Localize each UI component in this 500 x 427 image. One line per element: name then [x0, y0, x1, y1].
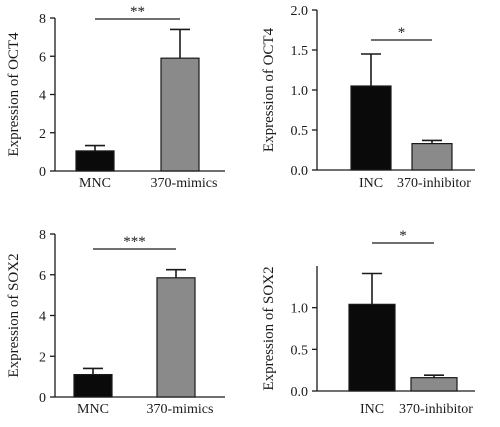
chart-panel-2: 0.0 0.5 1.0 1.5 2.0 Expression of OCT4 INC 370-… — [261, 4, 475, 191]
y-tick-label: 0.0 — [291, 164, 309, 179]
y-tick-label: 1.5 — [291, 44, 309, 59]
chart-panel-4: 0.0 0.5 1.0 Expression of SOX2 INC 370-inhibi… — [261, 228, 475, 417]
bar-inc — [348, 303, 396, 392]
category-label: MNC — [79, 176, 111, 191]
bar-370-inhibitor — [411, 143, 453, 171]
category-label: 370-mimics — [147, 402, 214, 417]
category-label: INC — [359, 176, 383, 191]
y-tick-label: 2 — [39, 127, 46, 142]
y-tick-label: 0.5 — [291, 124, 309, 139]
y-tick-label: 8 — [39, 228, 46, 243]
bar-mnc — [73, 373, 113, 398]
bar-370-mimics — [156, 277, 196, 398]
category-label: 370-mimics — [151, 176, 218, 191]
y-tick-label: 6 — [39, 50, 46, 65]
chart-panel-1: 0 2 4 6 8 Expression of OCT4 MNC 370-mimics ** — [6, 4, 225, 191]
y-axis-title: Expression of SOX2 — [6, 253, 22, 377]
category-label: INC — [360, 402, 384, 417]
y-tick-label: 4 — [39, 310, 46, 325]
y-axis-title: Expression of SOX2 — [261, 266, 277, 390]
y-tick-label: 2.0 — [291, 4, 309, 19]
y-tick-label: 0 — [39, 391, 46, 406]
category-label: MNC — [77, 402, 109, 417]
significance-marker: *** — [123, 234, 146, 250]
significance-marker: * — [399, 228, 407, 244]
bar-inc — [350, 85, 392, 171]
significance-marker: * — [398, 25, 406, 41]
y-tick-label: 4 — [39, 89, 46, 104]
y-axis-title: Expression of OCT4 — [6, 32, 22, 157]
y-tick-label: 0.0 — [291, 385, 309, 400]
y-tick-label: 2 — [39, 350, 46, 365]
y-tick-label: 8 — [39, 12, 46, 27]
y-tick-label: 6 — [39, 269, 46, 284]
bar-370-inhibitor — [410, 377, 458, 392]
y-axis-title: Expression of OCT4 — [261, 27, 277, 152]
category-label: 370-inhibitor — [399, 402, 473, 417]
bar-mnc — [75, 150, 115, 172]
chart-panel-3: 0 2 4 6 8 Expression of SOX2 MNC 370-mimics *** — [6, 228, 225, 417]
category-label: 370-inhibitor — [397, 176, 471, 191]
y-tick-label: 1.0 — [291, 302, 309, 317]
y-tick-label: 1.0 — [291, 84, 309, 99]
significance-marker: ** — [130, 4, 145, 20]
bar-370-mimics — [160, 57, 200, 172]
y-tick-label: 0.5 — [291, 343, 309, 358]
y-tick-label: 0 — [39, 165, 46, 180]
